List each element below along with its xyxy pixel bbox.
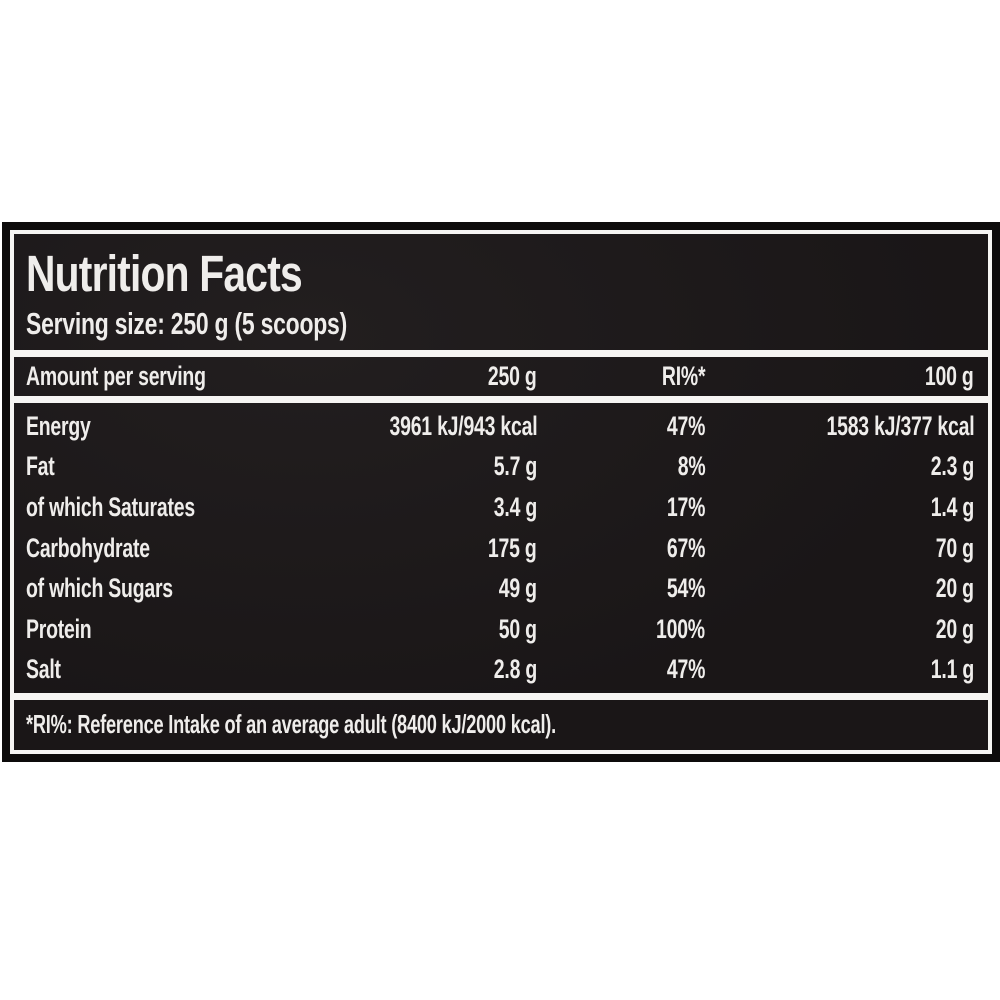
value-per-100g: 2.3 g — [705, 451, 974, 482]
table-row: of which Sugars 49 g 54% 20 g — [26, 568, 974, 609]
footnote-text: *RI%: Reference Intake of an average adu… — [26, 708, 556, 739]
value-per-serving-text: 49 g — [498, 573, 537, 604]
serving-size-text: Serving size: 250 g (5 scoops) — [26, 306, 347, 341]
value-per-100g-text: 1.1 g — [930, 654, 974, 685]
value-per-100g-text: 70 g — [935, 532, 974, 563]
table-row: Carbohydrate 175 g 67% 70 g — [26, 528, 974, 569]
divider-rule-bottom — [14, 693, 988, 701]
table-row: Energy 3961 kJ/943 kcal 47% 1583 kJ/377 … — [26, 406, 974, 447]
value-per-100g: 1.1 g — [705, 654, 974, 685]
value-per-serving-text: 175 g — [488, 532, 537, 563]
nutrient-name: Salt — [26, 654, 296, 685]
value-per-100g-text: 2.3 g — [930, 451, 974, 482]
value-ri-percent-text: 54% — [666, 573, 705, 604]
column-header-100g-text: 100 g — [925, 361, 974, 391]
nutrient-name: Protein — [26, 614, 296, 645]
value-ri-percent: 17% — [537, 492, 705, 523]
nutrient-name-text: Salt — [26, 654, 61, 685]
value-ri-percent-text: 47% — [666, 654, 705, 685]
nutrient-name: of which Sugars — [26, 573, 296, 604]
value-per-serving: 49 g — [296, 573, 537, 604]
value-ri-percent: 47% — [537, 411, 705, 442]
nutrient-name: Energy — [26, 411, 296, 442]
value-per-100g: 20 g — [705, 614, 974, 645]
column-header-250g-text: 250 g — [488, 361, 537, 391]
value-ri-percent: 8% — [537, 451, 705, 482]
value-ri-percent: 54% — [537, 573, 705, 604]
value-per-serving: 50 g — [296, 614, 537, 645]
value-per-serving: 3.4 g — [296, 492, 537, 523]
nutrient-name: Carbohydrate — [26, 533, 296, 564]
value-per-100g: 70 g — [705, 533, 974, 564]
page-title: Nutrition Facts — [26, 246, 974, 302]
value-per-serving: 2.8 g — [296, 654, 537, 685]
nutrient-name: Fat — [26, 451, 296, 482]
nutrient-name-text: Energy — [26, 410, 91, 441]
value-per-serving: 5.7 g — [296, 451, 537, 482]
column-header-ri-percent: RI%* — [537, 361, 706, 392]
value-ri-percent-text: 17% — [666, 491, 705, 522]
value-per-100g-text: 20 g — [935, 573, 974, 604]
column-header-amount: Amount per serving — [26, 361, 296, 392]
value-ri-percent: 67% — [537, 533, 705, 564]
nutrient-name-text: Carbohydrate — [26, 532, 150, 563]
value-per-serving-text: 3.4 g — [493, 491, 537, 522]
serving-size: Serving size: 250 g (5 scoops) — [26, 306, 974, 350]
divider-rule-header — [14, 396, 988, 403]
column-header-250g: 250 g — [296, 361, 537, 392]
column-header-100g: 100 g — [705, 361, 974, 392]
value-ri-percent-text: 8% — [677, 451, 705, 482]
value-per-100g: 1.4 g — [705, 492, 974, 523]
table-row: of which Saturates 3.4 g 17% 1.4 g — [26, 487, 974, 528]
table-header-row: Amount per serving 250 g RI%* 100 g — [26, 357, 974, 396]
value-per-serving: 3961 kJ/943 kcal — [296, 411, 537, 442]
page-title-text: Nutrition Facts — [26, 245, 303, 302]
divider-rule-top — [14, 350, 988, 357]
value-per-serving-text: 50 g — [498, 613, 537, 644]
value-per-100g-text: 1583 kJ/377 kcal — [826, 410, 974, 441]
nutrient-name-text: Fat — [26, 451, 55, 482]
value-per-serving-text: 2.8 g — [493, 654, 537, 685]
value-per-100g: 1583 kJ/377 kcal — [705, 411, 974, 442]
nutrient-name: of which Saturates — [26, 492, 296, 523]
table-row: Protein 50 g 100% 20 g — [26, 609, 974, 650]
value-ri-percent-text: 47% — [666, 410, 705, 441]
value-ri-percent-text: 100% — [656, 613, 705, 644]
value-per-100g-text: 1.4 g — [930, 491, 974, 522]
table-row: Salt 2.8 g 47% 1.1 g — [26, 650, 974, 691]
table-row: Fat 5.7 g 8% 2.3 g — [26, 447, 974, 488]
nutrient-name-text: of which Sugars — [26, 573, 173, 604]
value-ri-percent-text: 67% — [666, 532, 705, 563]
value-ri-percent: 47% — [537, 654, 705, 685]
nutrient-name-text: of which Saturates — [26, 491, 195, 522]
value-per-100g-text: 20 g — [935, 613, 974, 644]
value-per-serving: 175 g — [296, 533, 537, 564]
value-ri-percent: 100% — [537, 614, 705, 645]
nutrient-name-text: Protein — [26, 613, 92, 644]
nutrition-label-panel: Nutrition Facts Serving size: 250 g (5 s… — [2, 222, 1000, 762]
column-header-amount-text: Amount per serving — [26, 361, 206, 391]
column-header-ri-percent-text: RI%* — [661, 361, 706, 391]
value-per-100g: 20 g — [705, 573, 974, 604]
value-per-serving-text: 5.7 g — [493, 451, 537, 482]
value-per-serving-text: 3961 kJ/943 kcal — [389, 410, 537, 441]
nutrient-rows: Energy 3961 kJ/943 kcal 47% 1583 kJ/377 … — [26, 403, 974, 693]
footnote: *RI%: Reference Intake of an average adu… — [26, 700, 974, 748]
nutrition-label-inner-frame: Nutrition Facts Serving size: 250 g (5 s… — [10, 230, 992, 754]
